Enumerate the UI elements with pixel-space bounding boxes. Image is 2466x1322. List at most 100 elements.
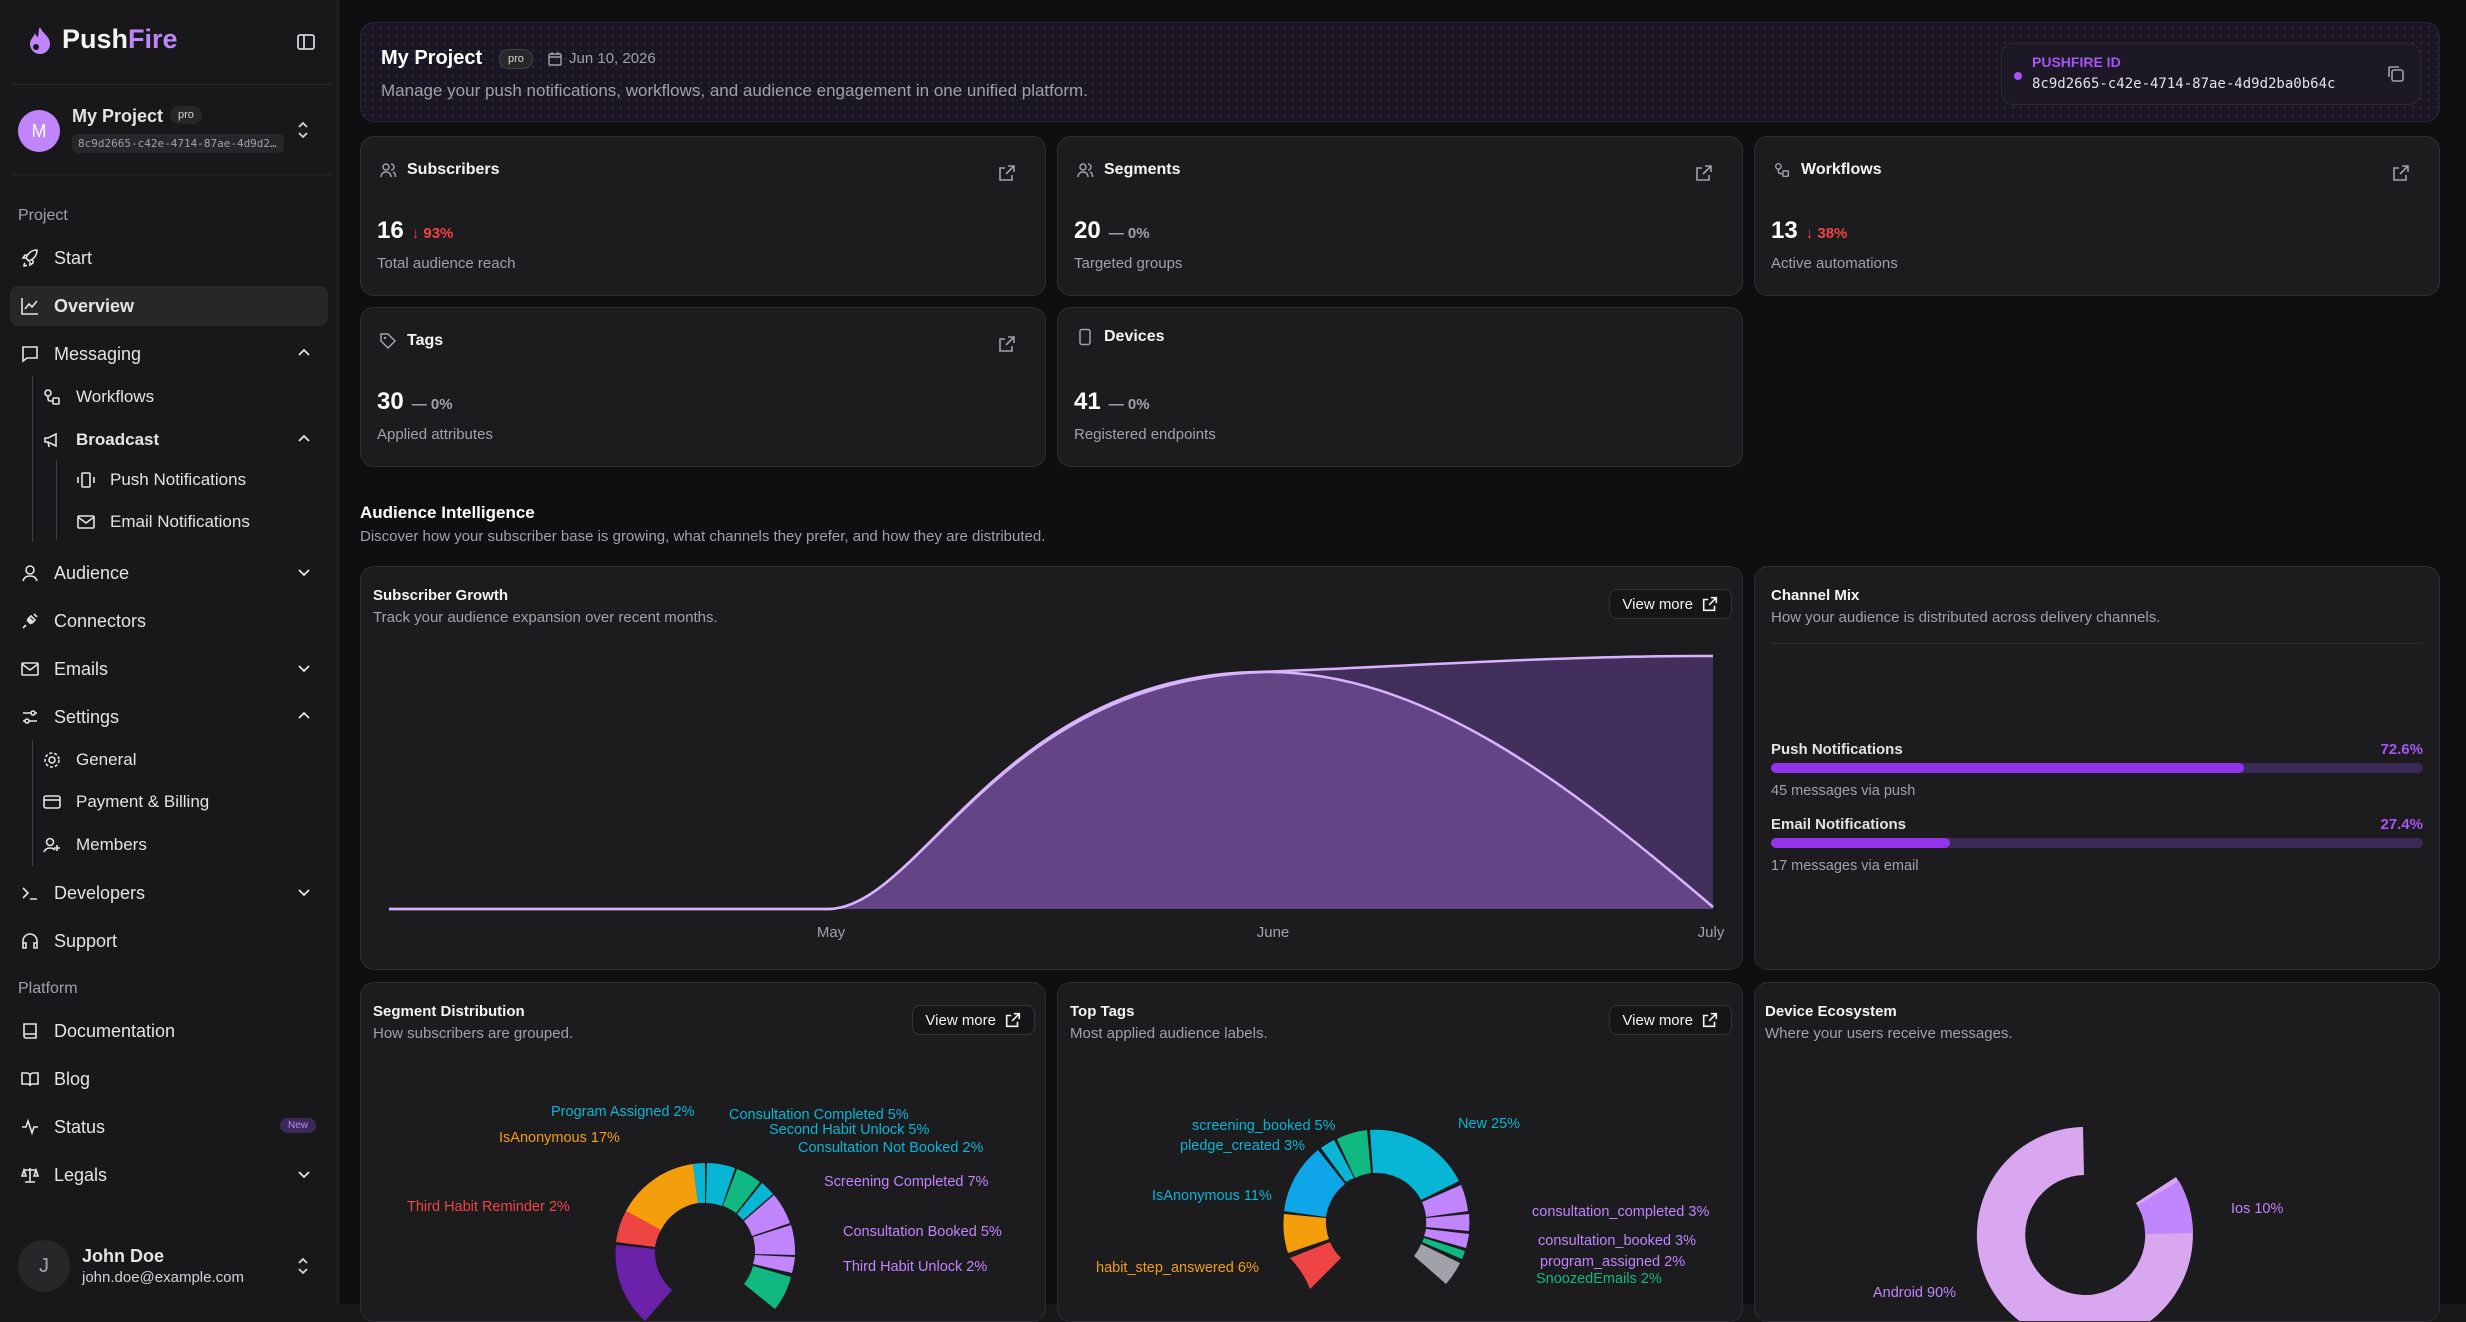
stat-sub-subscribers: Total audience reach: [377, 255, 516, 272]
segments-view-more-button[interactable]: View more: [912, 1005, 1035, 1035]
view-more-label: View more: [1622, 1011, 1693, 1029]
nav-settings[interactable]: Settings: [10, 697, 328, 737]
external-link-icon: [1702, 596, 1718, 612]
project-id: 8c9d2665-c42e-4714-87ae-4d9d2…: [72, 134, 284, 153]
nav-email-notifications[interactable]: Email Notifications: [66, 502, 328, 542]
message-square-icon: [22, 346, 38, 363]
tag-label: program_assigned 2%: [1540, 1254, 1686, 1270]
nav-documentation-label: Documentation: [54, 1020, 176, 1041]
nav-broadcast[interactable]: Broadcast: [32, 420, 328, 460]
channel-push-fill: [1771, 763, 2245, 773]
slice: [1337, 1130, 1371, 1178]
project-switcher[interactable]: M My Project pro 8c9d2665-c42e-4714-87ae…: [18, 104, 318, 154]
growth-line-new: [389, 670, 1714, 911]
channel-push-name: Push Notifications: [1771, 741, 1903, 758]
nav-emails[interactable]: Emails: [10, 649, 328, 689]
nav-developers[interactable]: Developers: [10, 873, 328, 913]
nav-general[interactable]: General: [32, 740, 328, 780]
tags-donut: [1283, 1129, 1470, 1289]
nav-start[interactable]: Start: [10, 238, 328, 278]
external-link-icon[interactable]: [2391, 163, 2411, 183]
chart-line-icon: [21, 298, 38, 315]
slice: [1426, 1214, 1470, 1231]
slice: [1414, 1244, 1460, 1284]
pushfire-id-value: 8c9d2665-c42e-4714-87ae-4d9d2ba0b64c: [2032, 76, 2336, 92]
nav-blog[interactable]: Blog: [10, 1059, 328, 1099]
stat-card-devices[interactable]: Devices 41 — 0% Registered endpoints: [1057, 307, 1743, 467]
stat-value-workflows: 13: [1771, 217, 1798, 244]
activity-icon: [22, 1118, 38, 1136]
header-title: My Project: [381, 47, 483, 69]
devices-title: Device Ecosystem: [1765, 1003, 1897, 1020]
tags-view-more-button[interactable]: View more: [1609, 1005, 1732, 1035]
nav-payment-label: Payment & Billing: [76, 792, 210, 811]
stat-card-subscribers[interactable]: Subscribers 16 ↓ 93% Total audience reach: [360, 136, 1046, 296]
credit-card-icon: [43, 795, 61, 809]
terminal-icon: [22, 887, 37, 900]
chevron-up-icon: [298, 434, 310, 442]
tag-icon: [380, 333, 397, 350]
stat-sub-segments: Targeted groups: [1074, 255, 1183, 272]
stat-delta-subscribers: ↓ 93%: [411, 225, 454, 242]
external-link-icon[interactable]: [997, 334, 1017, 354]
nav-push-notifications[interactable]: Push Notifications: [66, 460, 328, 500]
chevron-up-icon: [298, 711, 310, 719]
slice: [615, 1245, 672, 1321]
nav-payment-billing[interactable]: Payment & Billing: [32, 782, 328, 822]
external-link-icon[interactable]: [997, 163, 1017, 183]
stat-sub-devices: Registered endpoints: [1074, 426, 1216, 443]
slice: [1284, 1150, 1345, 1217]
nav-emails-label: Emails: [54, 658, 109, 679]
device-label-ios: Ios 10%: [2231, 1201, 2284, 1217]
segments-subtitle: How subscribers are grouped.: [373, 1025, 574, 1042]
nav-audience[interactable]: Audience: [10, 553, 328, 593]
brand-logo[interactable]: PushFire: [26, 24, 178, 55]
x-tick-june: June: [1257, 924, 1290, 941]
channel-push: Push Notifications 72.6% 45 messages via…: [1771, 741, 2423, 801]
slice: [1283, 1214, 1329, 1253]
channel-push-sub: 45 messages via push: [1771, 783, 1916, 799]
slice: [723, 1169, 760, 1213]
stat-card-segments[interactable]: Segments 20 — 0% Targeted groups: [1057, 136, 1743, 296]
slice: [1422, 1185, 1468, 1217]
slice: [693, 1163, 705, 1203]
sliders-icon: [23, 710, 37, 724]
plug-icon: [22, 613, 38, 629]
nav-status[interactable]: Status New: [10, 1107, 328, 1147]
external-link-icon[interactable]: [1694, 163, 1714, 183]
nav-members[interactable]: Members: [32, 825, 328, 865]
scale-icon: [20, 1167, 40, 1183]
brand-push: Push: [62, 24, 129, 54]
channel-title: Channel Mix: [1771, 587, 1860, 604]
nav-workflows-label: Workflows: [76, 387, 155, 406]
slice: [744, 1266, 791, 1309]
chevron-down-icon: [298, 665, 310, 673]
chevrons-updown-icon: [298, 121, 308, 139]
nav-messaging[interactable]: Messaging: [10, 334, 328, 374]
brand-fire: Fire: [128, 24, 178, 54]
channel-email-sub: 17 messages via email: [1771, 858, 1919, 874]
stat-card-workflows[interactable]: Workflows 13 ↓ 38% Active automations: [1754, 136, 2440, 296]
copy-icon[interactable]: [2386, 64, 2406, 84]
seg-label: Screening Completed 7%: [824, 1174, 989, 1190]
stat-card-tags[interactable]: Tags 30 — 0% Applied attributes: [360, 307, 1046, 467]
nav-workflows[interactable]: Workflows: [32, 377, 328, 417]
channel-push-pct: 72.6%: [2380, 741, 2423, 758]
nav-section-project: Project: [18, 207, 68, 224]
nav-support[interactable]: Support: [10, 921, 328, 961]
chevrons-updown-icon: [298, 1257, 308, 1275]
user-plus-icon: [43, 837, 60, 853]
tags-subtitle: Most applied audience labels.: [1070, 1025, 1268, 1042]
nav-legals[interactable]: Legals: [10, 1155, 328, 1195]
stat-delta-tags: — 0%: [411, 396, 453, 413]
seg-label: IsAnonymous 17%: [499, 1130, 620, 1146]
nav-overview[interactable]: Overview: [10, 286, 328, 326]
growth-view-more-button[interactable]: View more: [1609, 589, 1732, 619]
slice: [753, 1255, 795, 1273]
flame-logo-icon: [30, 26, 50, 54]
user-menu[interactable]: J John Doe john.doe@example.com: [18, 1240, 318, 1292]
nav-documentation[interactable]: Documentation: [10, 1011, 328, 1051]
nav-connectors[interactable]: Connectors: [10, 601, 328, 641]
book-open-icon: [21, 1072, 39, 1087]
sidebar-toggle-icon[interactable]: [296, 32, 316, 52]
